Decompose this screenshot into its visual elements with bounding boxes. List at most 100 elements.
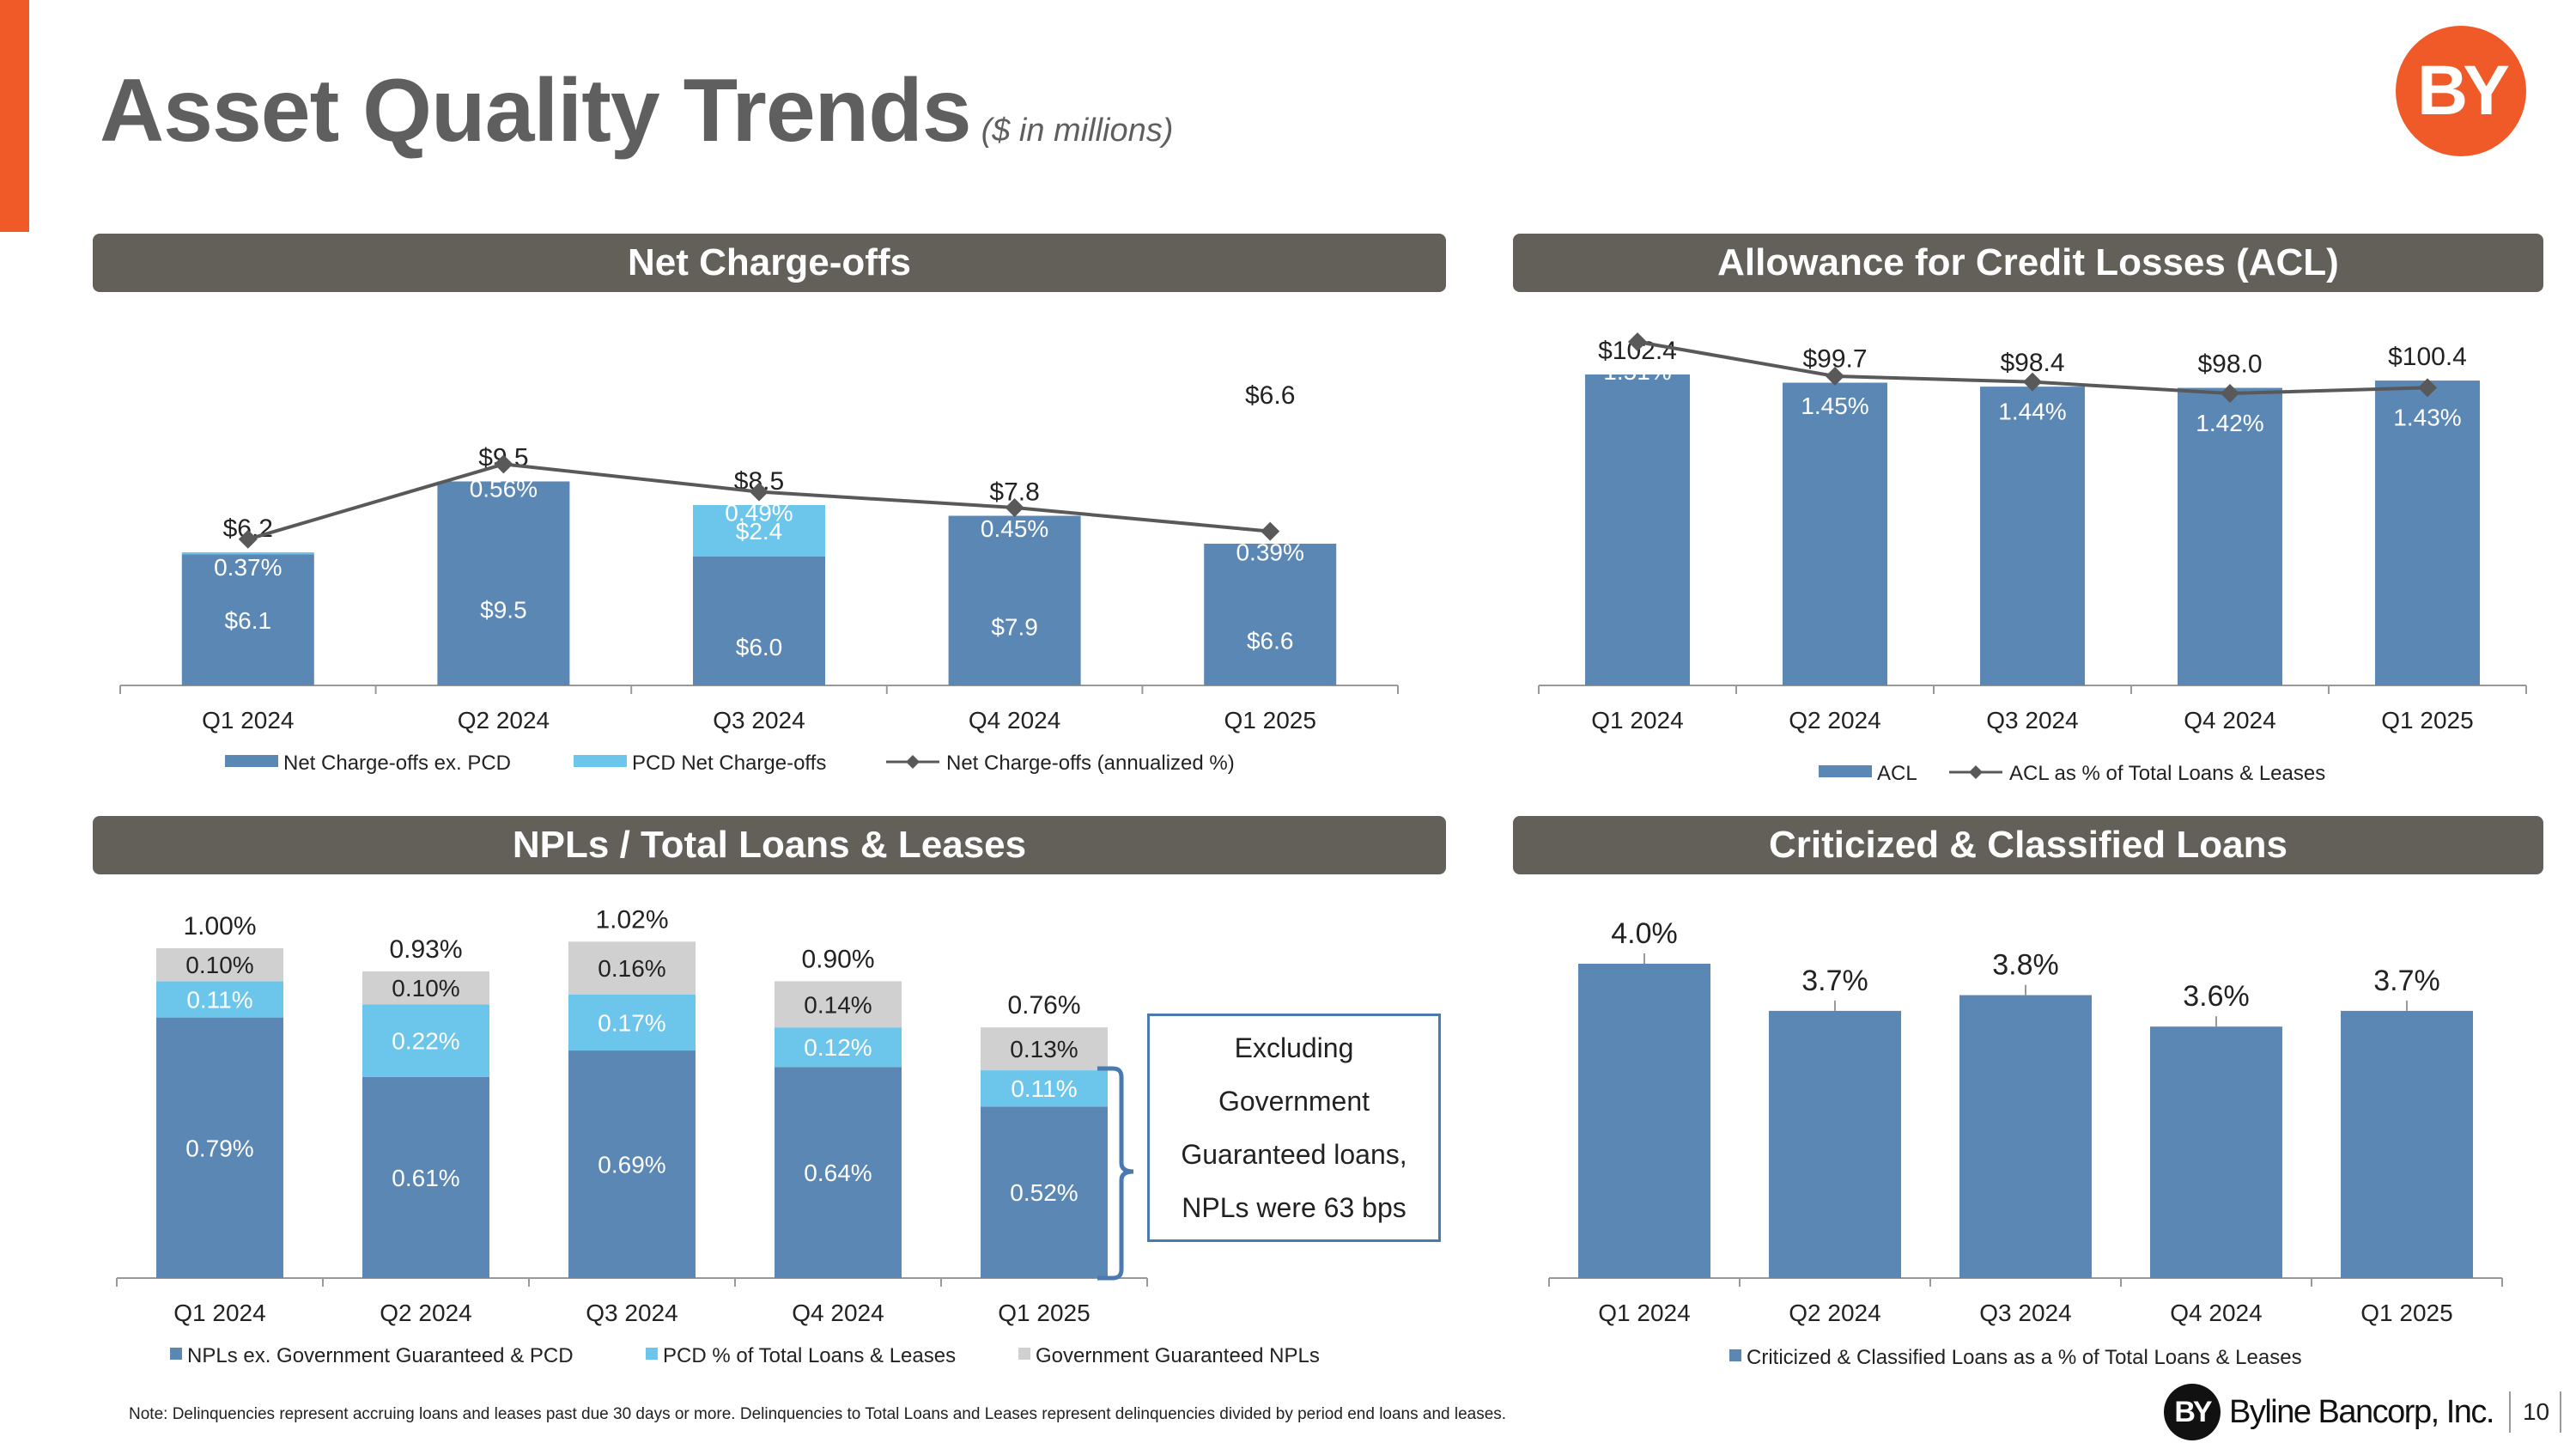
npl-bar-core [775,1067,902,1278]
nco-bar-ex-pcd [1204,544,1337,685]
cc-value-label: 3.7% [1801,965,1868,997]
npl-legend-swatch [1018,1348,1030,1360]
acl-rate-point [2023,372,2042,392]
acl-bar [1783,382,1887,685]
npl-bar-pcd [362,1004,489,1077]
npl-x-tick-label: Q2 2024 [380,1300,471,1326]
npl-bar-pcd-label: 0.22% [392,1028,459,1055]
cc-bar [1959,995,2092,1278]
cc-x-tick-label: Q1 2025 [2360,1300,2452,1326]
nco-rate-label: 0.49% [725,500,793,527]
nco-rate-point [1261,521,1280,541]
npl-bar-core [568,1050,696,1278]
cc-bar [1578,964,1710,1278]
nco-bar-label: $6.1 [225,607,272,634]
npl-bar-core-label: 0.64% [804,1160,872,1186]
footer-divider-end [2560,1391,2562,1433]
npl-bar-pcd-label: 0.11% [1011,1075,1077,1102]
nco-x-tick-label: Q1 2025 [1224,707,1315,734]
npl-legend-swatch [646,1348,658,1360]
nco-x-tick-label: Q1 2024 [202,707,294,734]
cc-x-tick-label: Q4 2024 [2170,1300,2262,1326]
npl-total-label: 1.00% [183,912,256,941]
npl-bar-gov-label: 0.14% [804,991,872,1018]
npl-legend-label: NPLs ex. Government Guaranteed & PCD [187,1344,574,1367]
nco-bar-ex-pcd [693,557,825,685]
acl-x-tick-label: Q1 2025 [2381,707,2473,734]
npl-bar-core-label: 0.69% [598,1152,665,1178]
cc-value-label: 3.6% [2183,980,2250,1013]
page-title: Asset Quality Trends ($ in millions) [100,60,1173,162]
cc-value-label: 4.0% [1611,917,1678,950]
acl-x-tick-label: Q2 2024 [1789,707,1880,734]
npl-bar-pcd [156,981,283,1018]
panel-header-net-chargeoffs: Net Charge-offs [93,234,1446,292]
page-subtitle: ($ in millions) [981,113,1174,149]
nco-legend-label: Net Charge-offs (annualized %) [946,752,1235,775]
nco-rate-label: 0.56% [470,475,538,502]
npl-x-tick-label: Q1 2025 [998,1300,1090,1326]
acl-bar [1980,387,2085,685]
nco-rate-label: 0.39% [1236,539,1303,566]
accent-bar [0,0,29,232]
npl-legend-swatch [170,1348,182,1360]
footnote: Note: Delinquencies represent accruing l… [129,1405,1507,1423]
nco-bar-ex-pcd [181,554,314,685]
acl-rate-point [2221,384,2239,403]
cc-legend-swatch [1729,1349,1741,1361]
nco-rate-point [238,529,258,549]
callout-line-4: NPLs were 63 bps [1182,1192,1406,1223]
nco-bar-ex-pcd [948,515,1081,685]
nco-pcd-label: $2.4 [736,518,783,545]
acl-legend-label: ACL as % of Total Loans & Leases [2009,762,2325,785]
panel-header-npls: NPLs / Total Loans & Leases [93,816,1446,874]
acl-rate-label: 1.51% [1603,358,1671,385]
page-number: 10 [2522,1398,2550,1425]
npl-bar-pcd [981,1070,1108,1107]
npl-bar-pcd [568,994,696,1051]
nco-bar-pcd [693,505,825,557]
npl-bar-pcd [775,1027,902,1068]
cc-bar [1769,1010,1901,1278]
nco-rate-point [494,454,513,474]
acl-value-label: $98.0 [2197,350,2262,379]
npl-bracket [1097,1066,1134,1281]
acl-rate-point [1628,332,1647,351]
acl-bar [1585,374,1690,685]
npl-legend-label: Government Guaranteed NPLs [1036,1344,1320,1367]
brand-logo-icon: BY [2164,1384,2221,1440]
npl-bar-gov-label: 0.10% [185,952,253,978]
nco-bar-label: $6.6 [1247,628,1294,654]
npl-bar-pcd-label: 0.17% [598,1009,665,1036]
footer-divider [2508,1391,2511,1433]
cc-bar [2341,1010,2473,1278]
callout-line-3: Guaranteed loans, [1181,1139,1407,1170]
acl-legend-swatch [1819,765,1872,777]
npl-bar-pcd-label: 0.12% [804,1034,872,1061]
cc-x-tick-label: Q3 2024 [1979,1300,2071,1326]
npl-x-tick-label: Q3 2024 [586,1300,677,1326]
nco-legend-swatch [225,755,278,767]
cc-x-tick-label: Q1 2024 [1598,1300,1690,1326]
npl-total-label: 1.02% [595,905,668,934]
acl-value-label: $98.4 [2000,349,2064,377]
nco-rate-label: 0.45% [981,515,1048,542]
acl-legend-label: ACL [1877,762,1917,785]
nco-rate-point [1005,498,1024,517]
npl-bar-gov-label: 0.13% [1010,1036,1078,1062]
nco-total-label: $6.6 [1245,381,1295,410]
nco-x-tick-label: Q2 2024 [458,707,550,734]
acl-rate-label: 1.42% [2196,410,2263,436]
acl-x-tick-label: Q3 2024 [1986,707,2078,734]
cc-bar [2150,1026,2282,1278]
acl-rate-point [2418,378,2437,398]
panel-header-criticized: Criticized & Classified Loans [1513,816,2543,874]
acl-rate-label: 1.43% [2393,404,2461,430]
npl-bar-core [156,1017,283,1278]
npl-bar-gov-label: 0.10% [392,975,459,1002]
acl-value-label: $100.4 [2388,343,2467,371]
npl-bar-core [981,1106,1108,1278]
nco-legend-label: Net Charge-offs ex. PCD [283,752,511,775]
npl-bar-gov [981,1027,1108,1071]
